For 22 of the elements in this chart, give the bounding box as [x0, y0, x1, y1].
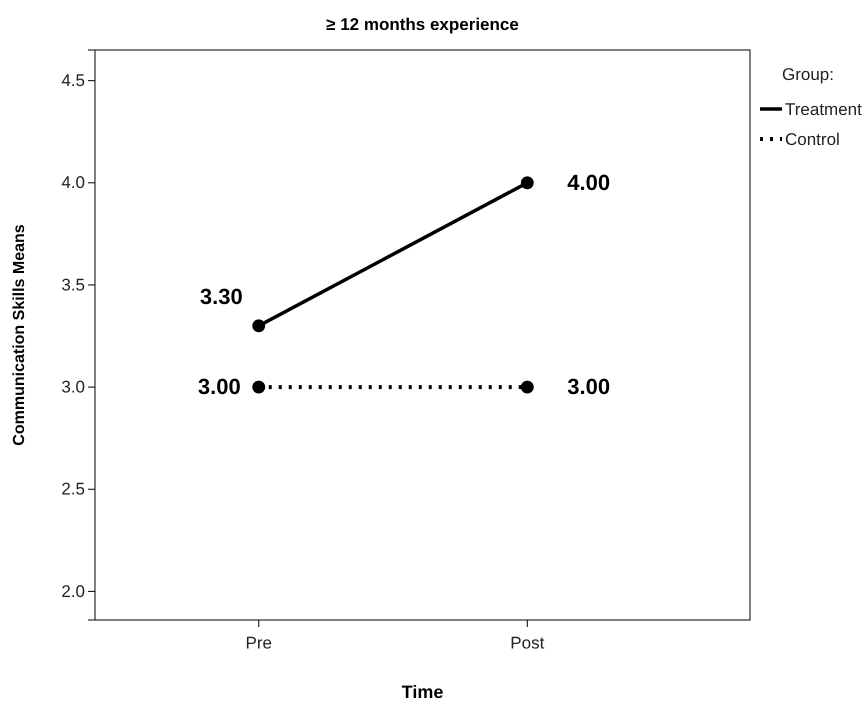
point — [252, 380, 266, 394]
x-axis-title: Time — [402, 682, 444, 702]
point — [520, 380, 534, 394]
y-tick-label: 4.0 — [61, 173, 85, 192]
chart-title: ≥ 12 months experience — [326, 15, 519, 34]
y-tick-label: 3.0 — [61, 378, 85, 397]
data-label: 3.30 — [200, 284, 243, 309]
data-label: 3.00 — [567, 374, 610, 400]
x-tick-label: Post — [510, 634, 545, 653]
x-tick-label: Pre — [246, 634, 272, 653]
data-label: 4.00 — [567, 170, 610, 195]
data-label: 3.00 — [198, 374, 241, 400]
point — [252, 319, 266, 332]
y-tick-label: 2.5 — [61, 480, 85, 499]
y-axis-title: Communication Skills Means — [11, 224, 28, 446]
point — [520, 176, 534, 190]
y-tick-label: 2.0 — [61, 582, 85, 601]
legend-label: Control — [785, 130, 840, 149]
y-tick-label: 3.5 — [61, 275, 85, 294]
y-tick-label: 4.5 — [61, 71, 85, 90]
legend-title: Group: — [782, 65, 834, 84]
legend-label: Treatment — [785, 100, 862, 119]
